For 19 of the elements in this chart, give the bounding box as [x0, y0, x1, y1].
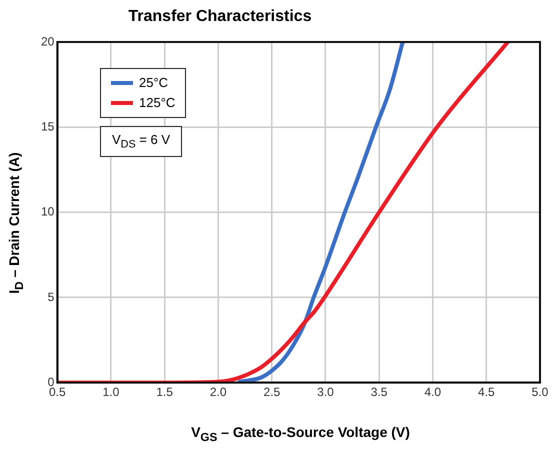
- x-tick-label: 2.5: [264, 385, 281, 400]
- y-tick-label: 10: [40, 204, 55, 219]
- x-axis-title: V$_{GS}$ – Gate-to-Source Voltage (V): [190, 424, 411, 444]
- x-tick-label: 1.0: [102, 385, 120, 400]
- annotation: V$_{DS}$ = 6 V: [100, 126, 182, 157]
- y-tick-label: 15: [40, 119, 55, 134]
- x-tick-label: 3.0: [317, 385, 334, 400]
- x-tick-label: 5.0: [532, 385, 549, 400]
- x-tick-label: 4.5: [478, 385, 496, 400]
- line-series: [238, 42, 405, 383]
- x-tick-label: 1.5: [156, 385, 174, 400]
- x-tick-label: 3.5: [370, 385, 388, 400]
- legend-label: 25°C: [139, 74, 168, 92]
- y-tick-label: 5: [48, 290, 55, 304]
- chart-title: Transfer Characteristics: [127, 8, 313, 26]
- x-tick-label: 4.0: [424, 385, 442, 400]
- legend-label: 125°C: [139, 94, 176, 112]
- x-tick-label: 2.0: [210, 385, 227, 400]
- y-tick-label: 20: [40, 34, 55, 48]
